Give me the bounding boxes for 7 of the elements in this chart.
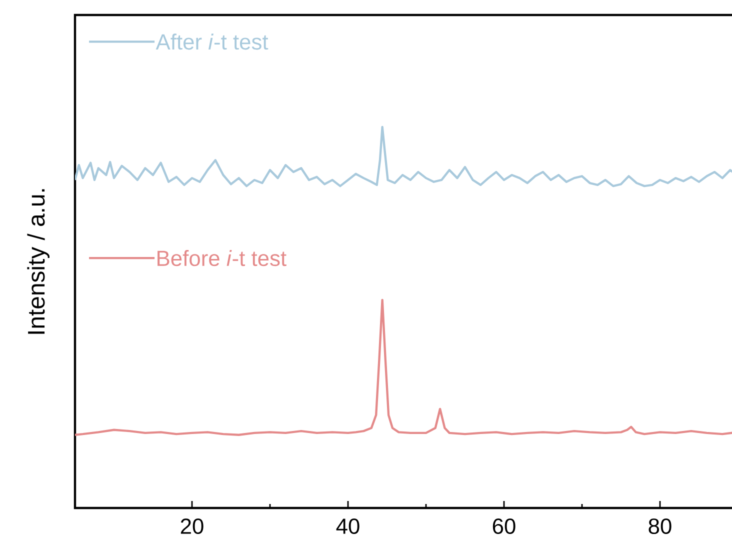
legend-label: After i-t test <box>156 34 268 50</box>
y-axis-title: Intensity / a.u. <box>27 189 50 334</box>
x-tick-label: 20 <box>180 518 204 534</box>
x-tick-label: 60 <box>492 518 516 534</box>
x-tick-label: 80 <box>648 518 672 534</box>
x-tick-label: 40 <box>336 518 360 534</box>
legend-label: Before i-t test <box>158 250 286 266</box>
